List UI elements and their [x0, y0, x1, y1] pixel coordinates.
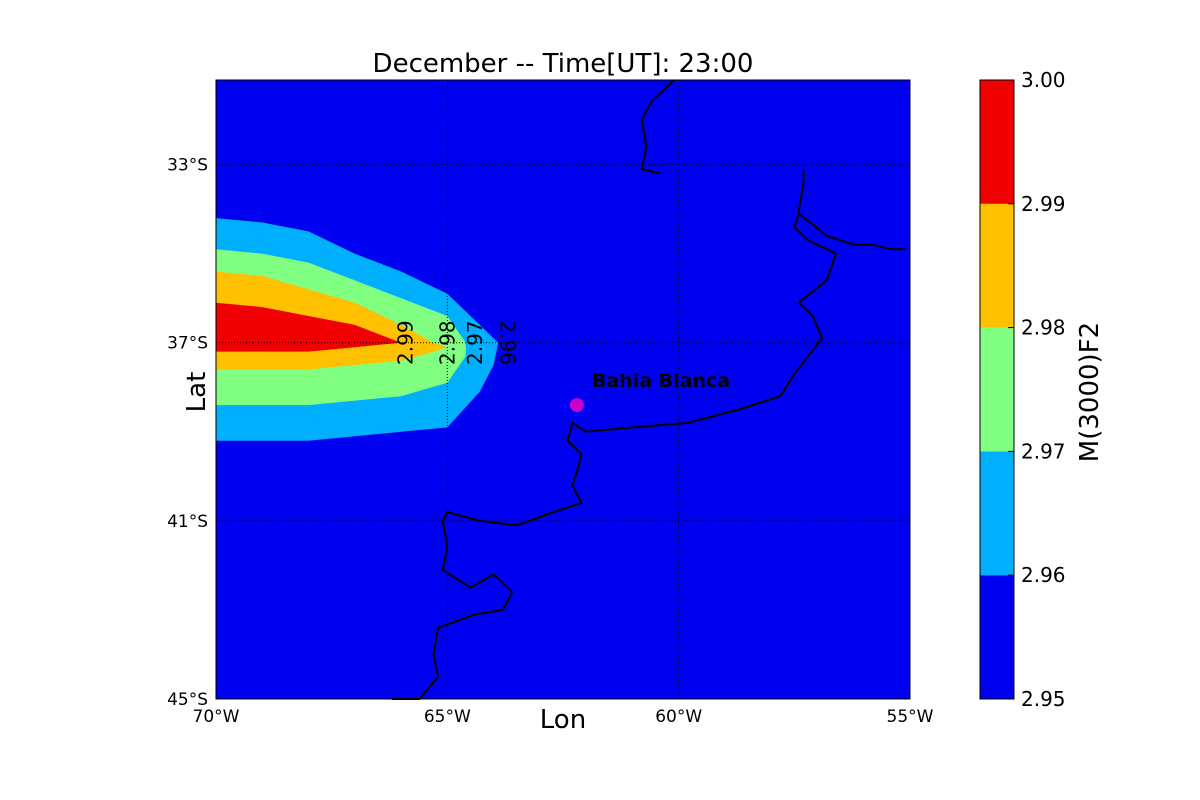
- chart-title: December -- Time[UT]: 23:00: [373, 49, 754, 79]
- coastline-0: [640, 79, 675, 175]
- y-tick-label: 33°S: [167, 156, 208, 176]
- contour-label: 2.98: [435, 320, 459, 365]
- colorbar-label: M(3000)F2: [1075, 322, 1105, 462]
- y-tick-label: 45°S: [167, 690, 208, 710]
- station-label: Bahia Blanca: [592, 370, 730, 392]
- band-2.99-3: [216, 302, 402, 352]
- colorbar-segment: [980, 327, 1014, 452]
- contour-label: 2.97: [463, 320, 487, 365]
- y-axis-label: Lat: [182, 372, 212, 413]
- colorbar-segment: [980, 203, 1014, 328]
- coastline-2: [391, 213, 837, 700]
- colorbar-tick-label: 2.97: [1021, 439, 1066, 463]
- x-tick-label: 65°W: [424, 707, 471, 727]
- colorbar-tick-label: 2.96: [1021, 563, 1066, 587]
- x-tick-label: 60°W: [655, 707, 702, 727]
- colorbar-tick-label: 2.95: [1021, 687, 1066, 711]
- colorbar-tick-label: 2.99: [1021, 192, 1066, 216]
- colorbar-segment: [980, 451, 1014, 576]
- colorbar-segment: [980, 80, 1014, 204]
- y-tick-label: 37°S: [167, 334, 208, 354]
- contour-label: 2.99: [394, 320, 418, 365]
- x-tick-label: 70°W: [193, 707, 240, 727]
- plot-area: 2.99 2.98 2.97 2.96 Bahia Blanca: [215, 79, 911, 700]
- contour-label: 2.96: [496, 320, 520, 365]
- station-marker: [569, 398, 584, 413]
- plot-frame: [215, 79, 911, 700]
- colorbar-frame: [979, 79, 1015, 700]
- x-tick-label: 55°W: [887, 707, 934, 727]
- colorbar-tick-label: 2.98: [1021, 316, 1066, 340]
- coastline-1: [798, 169, 906, 251]
- axis-ticks: 70°W 65°W 60°W 55°W 33°S 37°S 41°S 45°S: [167, 156, 934, 727]
- colorbar-tick-label: 3.00: [1021, 68, 1066, 92]
- colorbar-segment: [980, 575, 1014, 699]
- y-tick-label: 41°S: [167, 512, 208, 532]
- colorbar: 2.95 2.96 2.97 2.98 2.99 3.00: [979, 68, 1066, 711]
- x-axis-label: Lon: [540, 705, 586, 735]
